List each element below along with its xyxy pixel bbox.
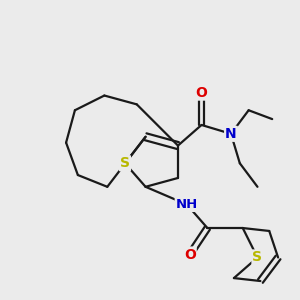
Text: N: N — [225, 127, 237, 141]
Text: S: S — [253, 250, 262, 265]
Text: NH: NH — [176, 198, 198, 211]
Text: O: O — [196, 85, 208, 100]
Text: O: O — [184, 248, 196, 262]
Text: S: S — [120, 156, 130, 170]
